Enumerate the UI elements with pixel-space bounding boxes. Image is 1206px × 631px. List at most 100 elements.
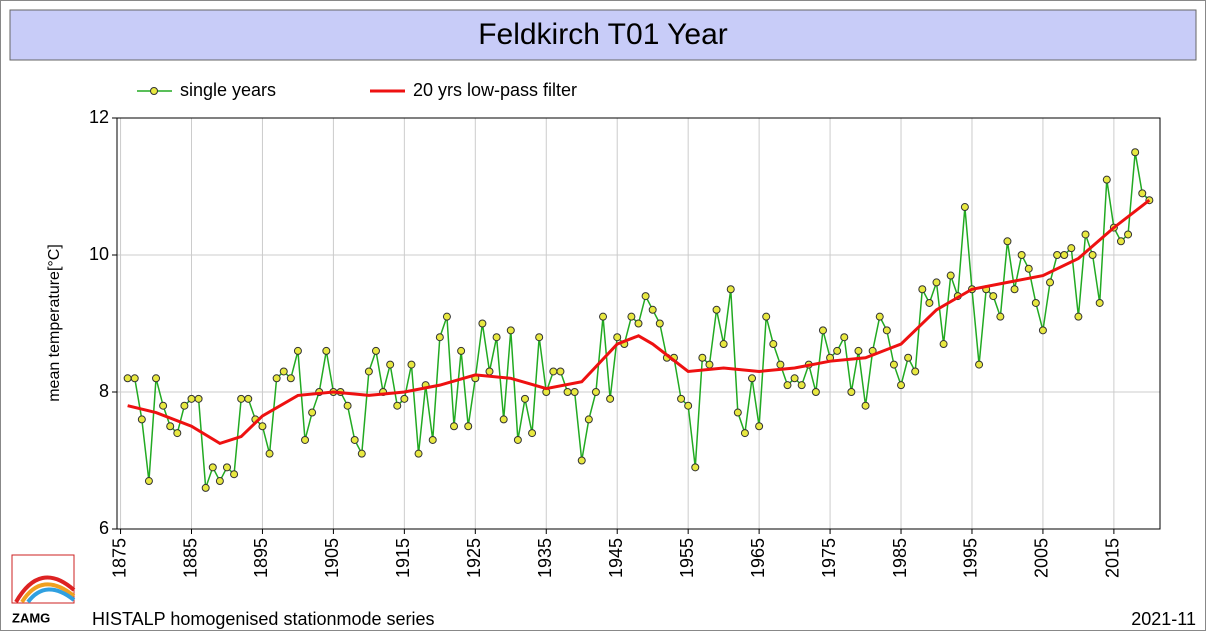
title-bar bbox=[9, 9, 1197, 61]
data-point bbox=[222, 463, 231, 472]
x-tick-label: 1935 bbox=[535, 538, 555, 578]
data-point bbox=[847, 388, 856, 396]
data-point bbox=[584, 415, 593, 424]
data-point bbox=[882, 326, 891, 335]
y-tick-label: 6 bbox=[99, 518, 109, 538]
data-point bbox=[478, 319, 487, 328]
y-tick-label: 12 bbox=[89, 107, 109, 127]
data-point bbox=[173, 429, 182, 438]
data-point bbox=[137, 415, 146, 424]
x-tick-label: 2015 bbox=[1103, 538, 1123, 578]
data-point bbox=[123, 374, 132, 383]
x-tick-label: 1995 bbox=[961, 538, 981, 578]
data-point bbox=[577, 456, 586, 465]
data-point bbox=[492, 333, 501, 342]
data-point bbox=[975, 360, 984, 369]
data-point bbox=[818, 326, 827, 335]
data-point bbox=[180, 401, 189, 410]
data-point bbox=[712, 305, 721, 314]
data-point bbox=[627, 312, 636, 321]
x-tick-label: 1985 bbox=[890, 538, 910, 578]
data-point bbox=[698, 353, 707, 362]
data-point bbox=[407, 360, 416, 369]
data-point bbox=[591, 388, 600, 396]
chart-title: Feldkirch T01 Year bbox=[478, 18, 728, 51]
data-point bbox=[485, 367, 494, 376]
x-tick-label: 1885 bbox=[180, 538, 200, 578]
data-point bbox=[634, 319, 643, 328]
data-point bbox=[144, 477, 153, 486]
data-point bbox=[208, 463, 217, 472]
data-point bbox=[996, 312, 1005, 321]
data-point bbox=[1060, 251, 1069, 259]
data-point bbox=[1053, 251, 1062, 259]
logo-arc bbox=[14, 575, 76, 603]
data-point bbox=[1138, 189, 1147, 198]
data-point bbox=[442, 312, 451, 321]
data-point bbox=[1124, 230, 1133, 239]
data-point bbox=[386, 360, 395, 369]
data-point bbox=[1102, 175, 1111, 184]
data-point bbox=[748, 374, 757, 383]
x-tick-label: 1925 bbox=[464, 538, 484, 578]
footer-date: 2021-11 bbox=[1131, 609, 1196, 629]
data-point bbox=[244, 394, 253, 403]
data-point bbox=[570, 388, 579, 396]
data-point bbox=[740, 429, 749, 438]
data-point bbox=[279, 367, 288, 376]
data-point bbox=[350, 435, 359, 444]
data-point bbox=[1046, 278, 1055, 287]
data-point bbox=[641, 292, 650, 301]
data-point bbox=[606, 394, 615, 403]
data-point bbox=[840, 333, 849, 342]
x-tick-label: 1975 bbox=[819, 538, 839, 578]
data-point bbox=[563, 388, 572, 396]
data-point bbox=[655, 319, 664, 328]
data-point bbox=[1088, 251, 1097, 259]
x-tick-label: 1915 bbox=[393, 538, 413, 578]
data-point bbox=[705, 360, 714, 369]
data-point bbox=[918, 285, 927, 294]
x-tick-label: 1955 bbox=[677, 538, 697, 578]
data-point bbox=[889, 360, 898, 369]
data-point bbox=[776, 360, 785, 369]
data-point bbox=[719, 340, 728, 349]
data-point bbox=[762, 312, 771, 321]
data-point bbox=[1024, 264, 1033, 273]
data-point bbox=[393, 401, 402, 410]
data-point bbox=[960, 203, 969, 212]
legend-marker bbox=[150, 87, 158, 95]
data-point bbox=[435, 333, 444, 342]
data-point bbox=[897, 381, 906, 390]
data-point bbox=[230, 470, 239, 479]
data-point bbox=[733, 408, 742, 417]
data-point bbox=[237, 394, 246, 403]
x-tick-label: 1895 bbox=[251, 538, 271, 578]
data-point bbox=[464, 422, 473, 431]
data-point bbox=[1003, 237, 1012, 246]
logo-box bbox=[11, 554, 75, 604]
data-point bbox=[520, 394, 529, 403]
data-point bbox=[308, 408, 317, 417]
data-point bbox=[130, 374, 139, 383]
data-point bbox=[755, 422, 764, 431]
data-point bbox=[187, 394, 196, 403]
x-tick-label: 1965 bbox=[748, 538, 768, 578]
y-tick-label: 10 bbox=[89, 244, 109, 264]
data-point bbox=[201, 483, 210, 492]
plot-border bbox=[116, 117, 1161, 530]
data-point bbox=[258, 422, 267, 431]
data-point bbox=[265, 449, 274, 458]
data-point bbox=[1074, 312, 1083, 321]
data-point bbox=[989, 292, 998, 301]
data-point bbox=[904, 353, 913, 362]
logo: ZAMG bbox=[11, 554, 76, 625]
data-point bbox=[357, 449, 366, 458]
data-point bbox=[450, 422, 459, 431]
data-point bbox=[166, 422, 175, 431]
data-point bbox=[691, 463, 700, 472]
data-point bbox=[556, 367, 565, 376]
data-point bbox=[684, 401, 693, 410]
y-axis-label: mean temperature[°C] bbox=[46, 244, 63, 402]
data-point bbox=[194, 394, 203, 403]
